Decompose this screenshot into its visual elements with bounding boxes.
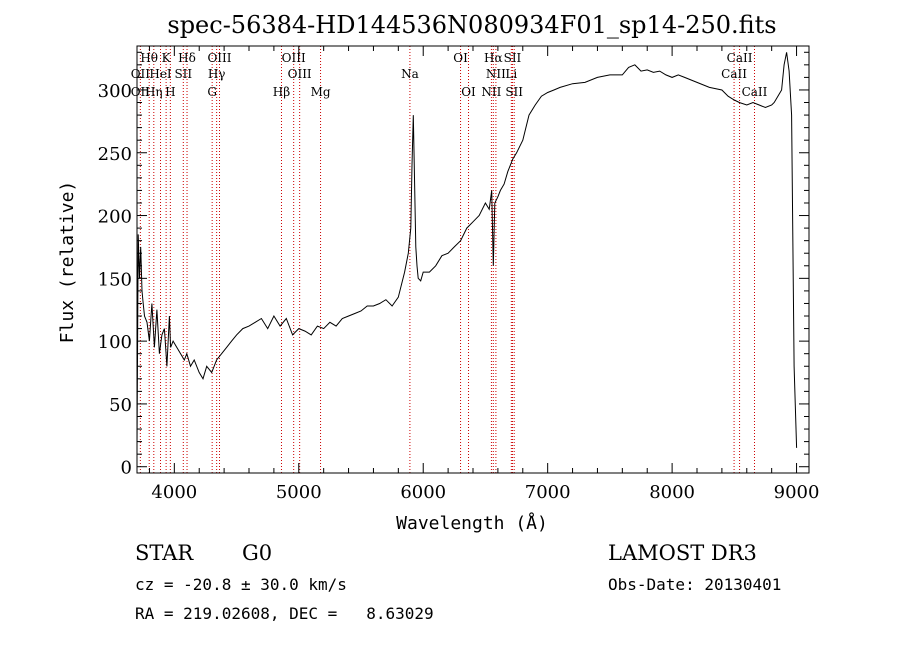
x-tick-label-5: 9000 xyxy=(774,482,820,503)
chart-title: spec-56384-HD144536N080934F01_sp14-250.f… xyxy=(167,11,776,39)
x-tick-label-1: 5000 xyxy=(276,482,322,503)
line-label-row3-6: OI xyxy=(461,85,476,99)
line-label-row1-7: SII xyxy=(504,51,522,65)
line-label-row3-0: OII xyxy=(131,85,151,99)
line-label-row1-6: Hα xyxy=(484,51,503,65)
line-label-row2-1: HeI xyxy=(149,67,172,81)
line-label-row1-3: OIII xyxy=(207,51,231,65)
spectral-line-markers xyxy=(139,46,755,473)
line-label-row1-5: OI xyxy=(453,51,468,65)
y-tick-label-2: 100 xyxy=(98,332,132,353)
object-subclass: G0 xyxy=(242,541,272,565)
y-tick-label-3: 150 xyxy=(98,269,132,290)
plot-frame xyxy=(136,45,810,474)
y-tick-label-5: 250 xyxy=(98,144,132,165)
y-tick-label-1: 50 xyxy=(109,395,132,416)
x-axis-ticks: 4000 5000 6000 7000 8000 9000 xyxy=(148,46,820,503)
x-axis-label: Wavelength (Å) xyxy=(396,512,548,534)
line-label-row3-1: Hη xyxy=(145,85,163,99)
line-label-row3-9: CaII xyxy=(742,85,768,99)
y-tick-label-6: 300 xyxy=(98,81,132,102)
line-label-row2-6: NII xyxy=(486,67,506,81)
line-label-row1-0: Hθ xyxy=(140,51,158,65)
line-label-row2-7: Li xyxy=(505,67,517,81)
x-tick-label-4: 8000 xyxy=(649,482,695,503)
line-label-row3-3: G xyxy=(207,85,217,99)
line-label-row1-8: CaII xyxy=(727,51,753,65)
survey-name: LAMOST DR3 xyxy=(608,541,757,565)
object-class: STAR xyxy=(135,541,194,565)
obs-date-text: Obs-Date: 20130401 xyxy=(608,575,781,594)
line-label-row2-2: SII xyxy=(174,67,192,81)
line-label-row3-7: NII xyxy=(481,85,501,99)
y-tick-label-4: 200 xyxy=(98,207,132,228)
y-tick-label-0: 0 xyxy=(121,458,132,479)
line-label-row2-3: Hγ xyxy=(208,67,226,81)
line-label-row2-0: OII xyxy=(131,67,151,81)
line-label-row1-1: K xyxy=(162,51,172,65)
redshift-text: cz = -20.8 ± 30.0 km/s xyxy=(135,575,347,594)
x-tick-label-2: 6000 xyxy=(400,482,446,503)
x-tick-label-0: 4000 xyxy=(151,482,197,503)
line-label-row3-2: H xyxy=(165,85,175,99)
line-label-row3-5: Mg xyxy=(311,85,331,99)
line-label-row2-4: OIII xyxy=(288,67,312,81)
line-label-row1-2: Hδ xyxy=(178,51,196,65)
y-axis-ticks: 0 50 100 150 200 250 300 xyxy=(98,51,809,479)
line-label-row2-5: Na xyxy=(401,67,419,81)
line-label-row1-4: OIII xyxy=(282,51,306,65)
line-label-row3-4: Hβ xyxy=(273,85,290,99)
line-label-row2-8: CaII xyxy=(721,67,747,81)
y-axis-label: Flux (relative) xyxy=(57,181,78,344)
spectrum-line xyxy=(136,52,798,448)
line-label-row3-8: SII xyxy=(505,85,523,99)
x-tick-label-3: 7000 xyxy=(525,482,571,503)
coordinates-text: RA = 219.02608, DEC = 8.63029 xyxy=(135,604,434,623)
